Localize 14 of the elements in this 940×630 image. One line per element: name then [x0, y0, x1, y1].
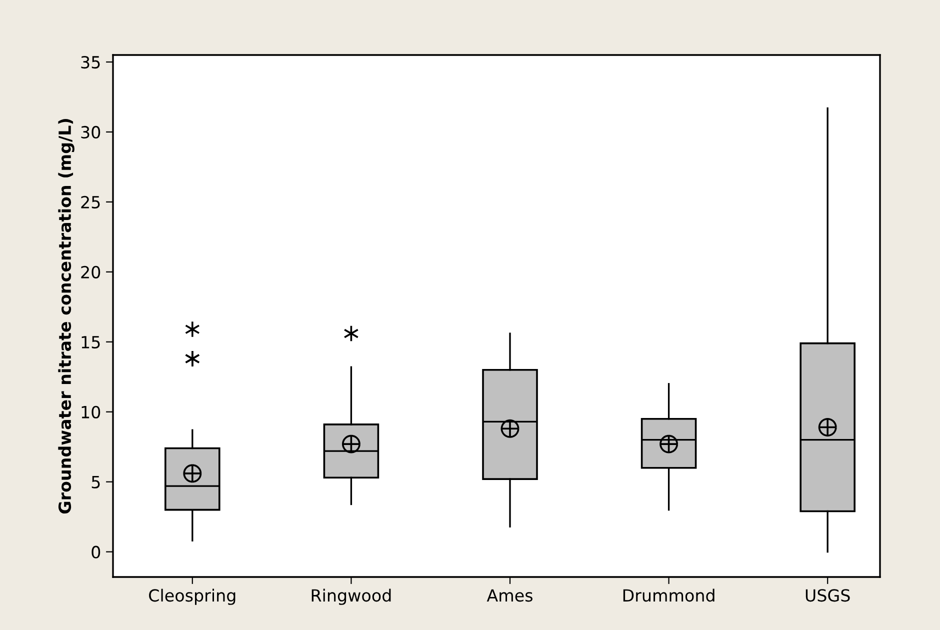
y-tick-label: 30	[81, 126, 100, 139]
y-tick-label: 0	[92, 546, 100, 558]
y-axis-title: Groundwater nitrate concentration (mg/L)	[58, 119, 74, 514]
x-tick-label: Drummond	[623, 588, 714, 602]
y-tick-label: 20	[81, 266, 100, 278]
y-tick-label: 25	[81, 196, 100, 209]
x-tick-label: USGS	[806, 589, 850, 602]
y-tick-label: 35	[81, 56, 100, 69]
x-tick-label: Cleospring	[149, 588, 236, 605]
y-tick-label: 5	[92, 476, 100, 488]
x-tick-label: Ames	[486, 589, 532, 602]
y-tick-label: 15	[82, 336, 100, 348]
y-tick-label: 10	[82, 406, 100, 418]
x-tick-label: Ringwood	[312, 588, 391, 605]
